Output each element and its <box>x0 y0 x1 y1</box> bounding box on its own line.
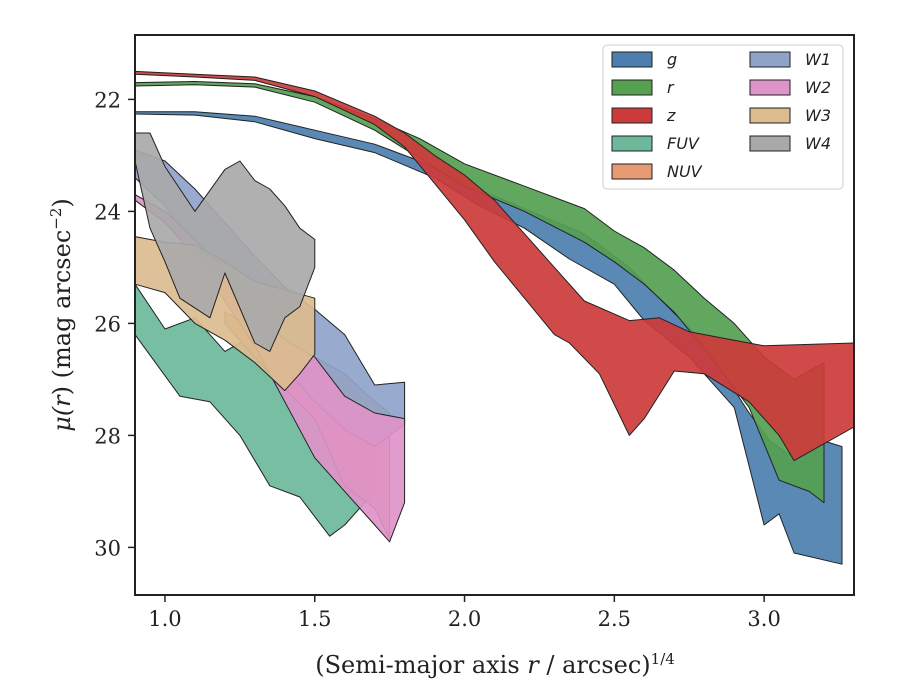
x-tick-label: 1.5 <box>298 607 331 631</box>
legend-label-w4: W4 <box>805 134 831 153</box>
series-layer <box>134 70 855 565</box>
legend-label-w1: W1 <box>805 50 831 69</box>
legend-swatch-w3 <box>749 107 791 124</box>
legend-swatch-w1 <box>749 51 791 68</box>
series-band-z <box>134 70 855 462</box>
series-band-r <box>134 81 825 504</box>
legend-swatch-z <box>611 107 653 124</box>
series-band-w4 <box>134 132 316 352</box>
x-tick-label: 3.0 <box>747 607 780 631</box>
legend-swatch-w4 <box>749 135 791 152</box>
legend-label-r: r <box>667 78 675 97</box>
legend-swatch-nuv <box>611 163 653 180</box>
legend-label-w3: W3 <box>805 106 831 125</box>
y-tick-label: 30 <box>94 536 121 560</box>
y-tick-label: 28 <box>94 424 121 448</box>
legend-swatch-fuv <box>611 135 653 152</box>
y-axis-title: μ(r) (mag arcsec−2) <box>47 198 76 432</box>
x-tick-label: 2.0 <box>448 607 481 631</box>
x-axis-title: (Semi-major axis r / arcsec)1/4 <box>315 650 675 679</box>
legend-label-fuv: FUV <box>667 134 700 153</box>
x-tick-label: 1.0 <box>148 607 181 631</box>
y-tick-label: 24 <box>94 200 121 224</box>
legend-label-nuv: NUV <box>667 162 703 181</box>
legend-label-g: g <box>667 50 677 69</box>
legend-swatch-w2 <box>749 79 791 96</box>
y-tick-label: 22 <box>94 88 121 112</box>
legend-swatch-g <box>611 51 653 68</box>
x-tick-label: 2.5 <box>598 607 631 631</box>
legend-label-z: z <box>666 106 676 125</box>
legend-swatch-r <box>611 79 653 96</box>
legend-label-w2: W2 <box>805 78 831 97</box>
axis-ticks: 1.0 1.5 2.0 2.5 3.0 22 24 26 28 30 <box>94 88 781 631</box>
plot-frame <box>134 34 855 596</box>
legend: grz FUV NUV W1 W2 W3 W4 <box>602 44 844 190</box>
y-tick-label: 26 <box>94 312 121 336</box>
